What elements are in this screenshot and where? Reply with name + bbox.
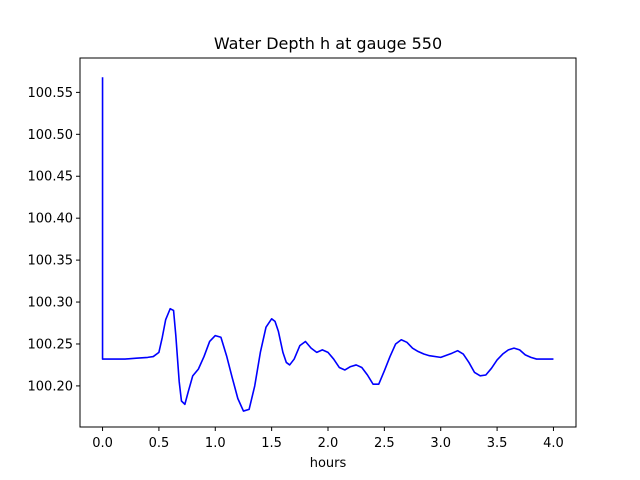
y-tick-label: 100.20 bbox=[28, 379, 74, 394]
y-tick-label: 100.50 bbox=[28, 128, 74, 143]
x-tick-label: 0.0 bbox=[92, 436, 113, 451]
x-tick-label: 3.0 bbox=[430, 436, 451, 451]
y-tick-label: 100.30 bbox=[28, 296, 74, 311]
x-axis-ticks: 0.0 0.5 1.0 1.5 2.0 2.5 3.0 3.5 4.0 bbox=[92, 427, 564, 451]
x-tick-label: 1.5 bbox=[261, 436, 282, 451]
x-axis-label: hours bbox=[310, 456, 347, 471]
series-layer bbox=[101, 77, 554, 412]
y-tick-label: 100.35 bbox=[28, 254, 74, 269]
x-tick-label: 2.0 bbox=[318, 436, 339, 451]
y-tick-label: 100.55 bbox=[28, 86, 74, 101]
y-axis-ticks: 100.20 100.25 100.30 100.35 100.40 100.45 100.… bbox=[28, 86, 80, 394]
y-tick-label: 100.40 bbox=[28, 212, 74, 227]
plot-area bbox=[80, 58, 576, 427]
x-tick-label: 3.5 bbox=[487, 436, 508, 451]
series-line-0 bbox=[101, 77, 554, 412]
y-tick-label: 100.45 bbox=[28, 170, 74, 185]
y-tick-label: 100.25 bbox=[28, 337, 74, 352]
x-tick-label: 2.5 bbox=[374, 436, 395, 451]
chart-title: Water Depth h at gauge 550 bbox=[214, 34, 442, 53]
x-tick-label: 1.0 bbox=[205, 436, 226, 451]
x-tick-label: 4.0 bbox=[543, 436, 564, 451]
x-tick-label: 0.5 bbox=[149, 436, 170, 451]
